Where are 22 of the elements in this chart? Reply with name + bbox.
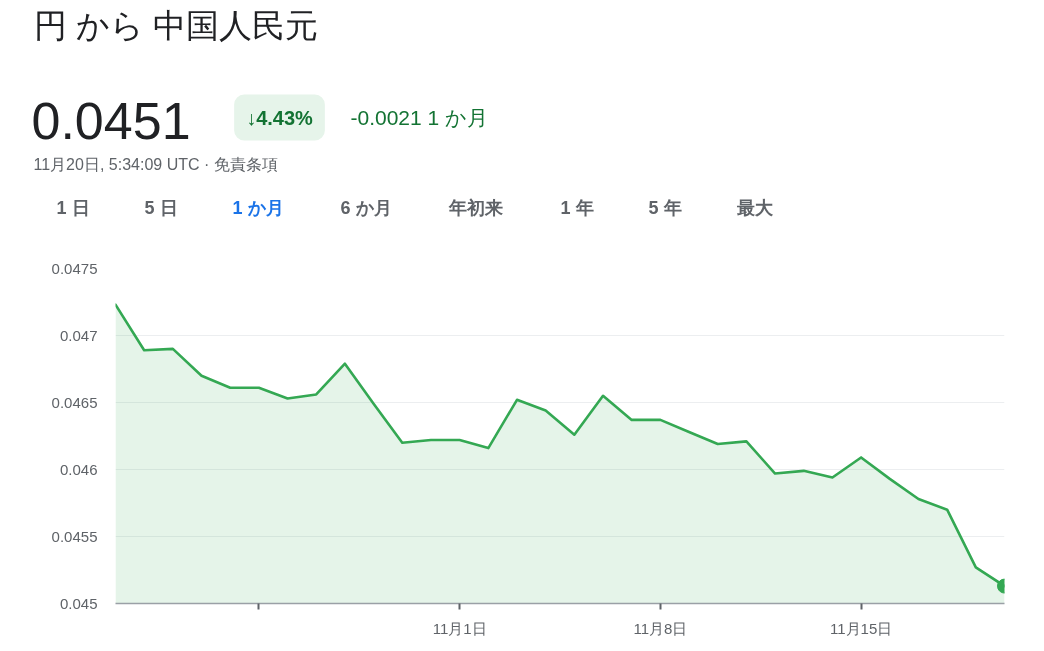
x-tick-label: 11月15日 bbox=[829, 619, 893, 637]
text: 0.0451 bbox=[31, 91, 191, 150]
text: 5 年 bbox=[648, 197, 682, 218]
x-tick-label: 11月1日 bbox=[432, 619, 487, 637]
text: ↓4.43% bbox=[246, 106, 314, 129]
text: 6 か月 bbox=[340, 197, 392, 218]
y-tick-label: 0.045 bbox=[59, 594, 98, 612]
y-tick-label: 0.0455 bbox=[51, 527, 98, 545]
x-tick-label: 11月8日 bbox=[633, 619, 688, 637]
text: 1 日 bbox=[56, 197, 90, 218]
text: 1 年 bbox=[560, 197, 594, 218]
y-tick-label: 0.0465 bbox=[51, 393, 98, 411]
text: 最大 bbox=[735, 197, 774, 218]
text: -0.0021 1 か月 bbox=[350, 106, 489, 129]
y-tick-label: 0.046 bbox=[59, 460, 98, 478]
text: 年初来 bbox=[447, 197, 503, 218]
y-tick-label: 0.0475 bbox=[51, 259, 98, 277]
text: 5 日 bbox=[144, 197, 178, 218]
text: 1 か月 bbox=[232, 197, 284, 218]
chart-subtitle: 11月20日, 5:34:09 UTC · 免責条項 bbox=[33, 156, 278, 173]
y-tick-label: 0.047 bbox=[59, 326, 98, 344]
chart-title: 円 から 中国人民元 bbox=[33, 7, 318, 44]
